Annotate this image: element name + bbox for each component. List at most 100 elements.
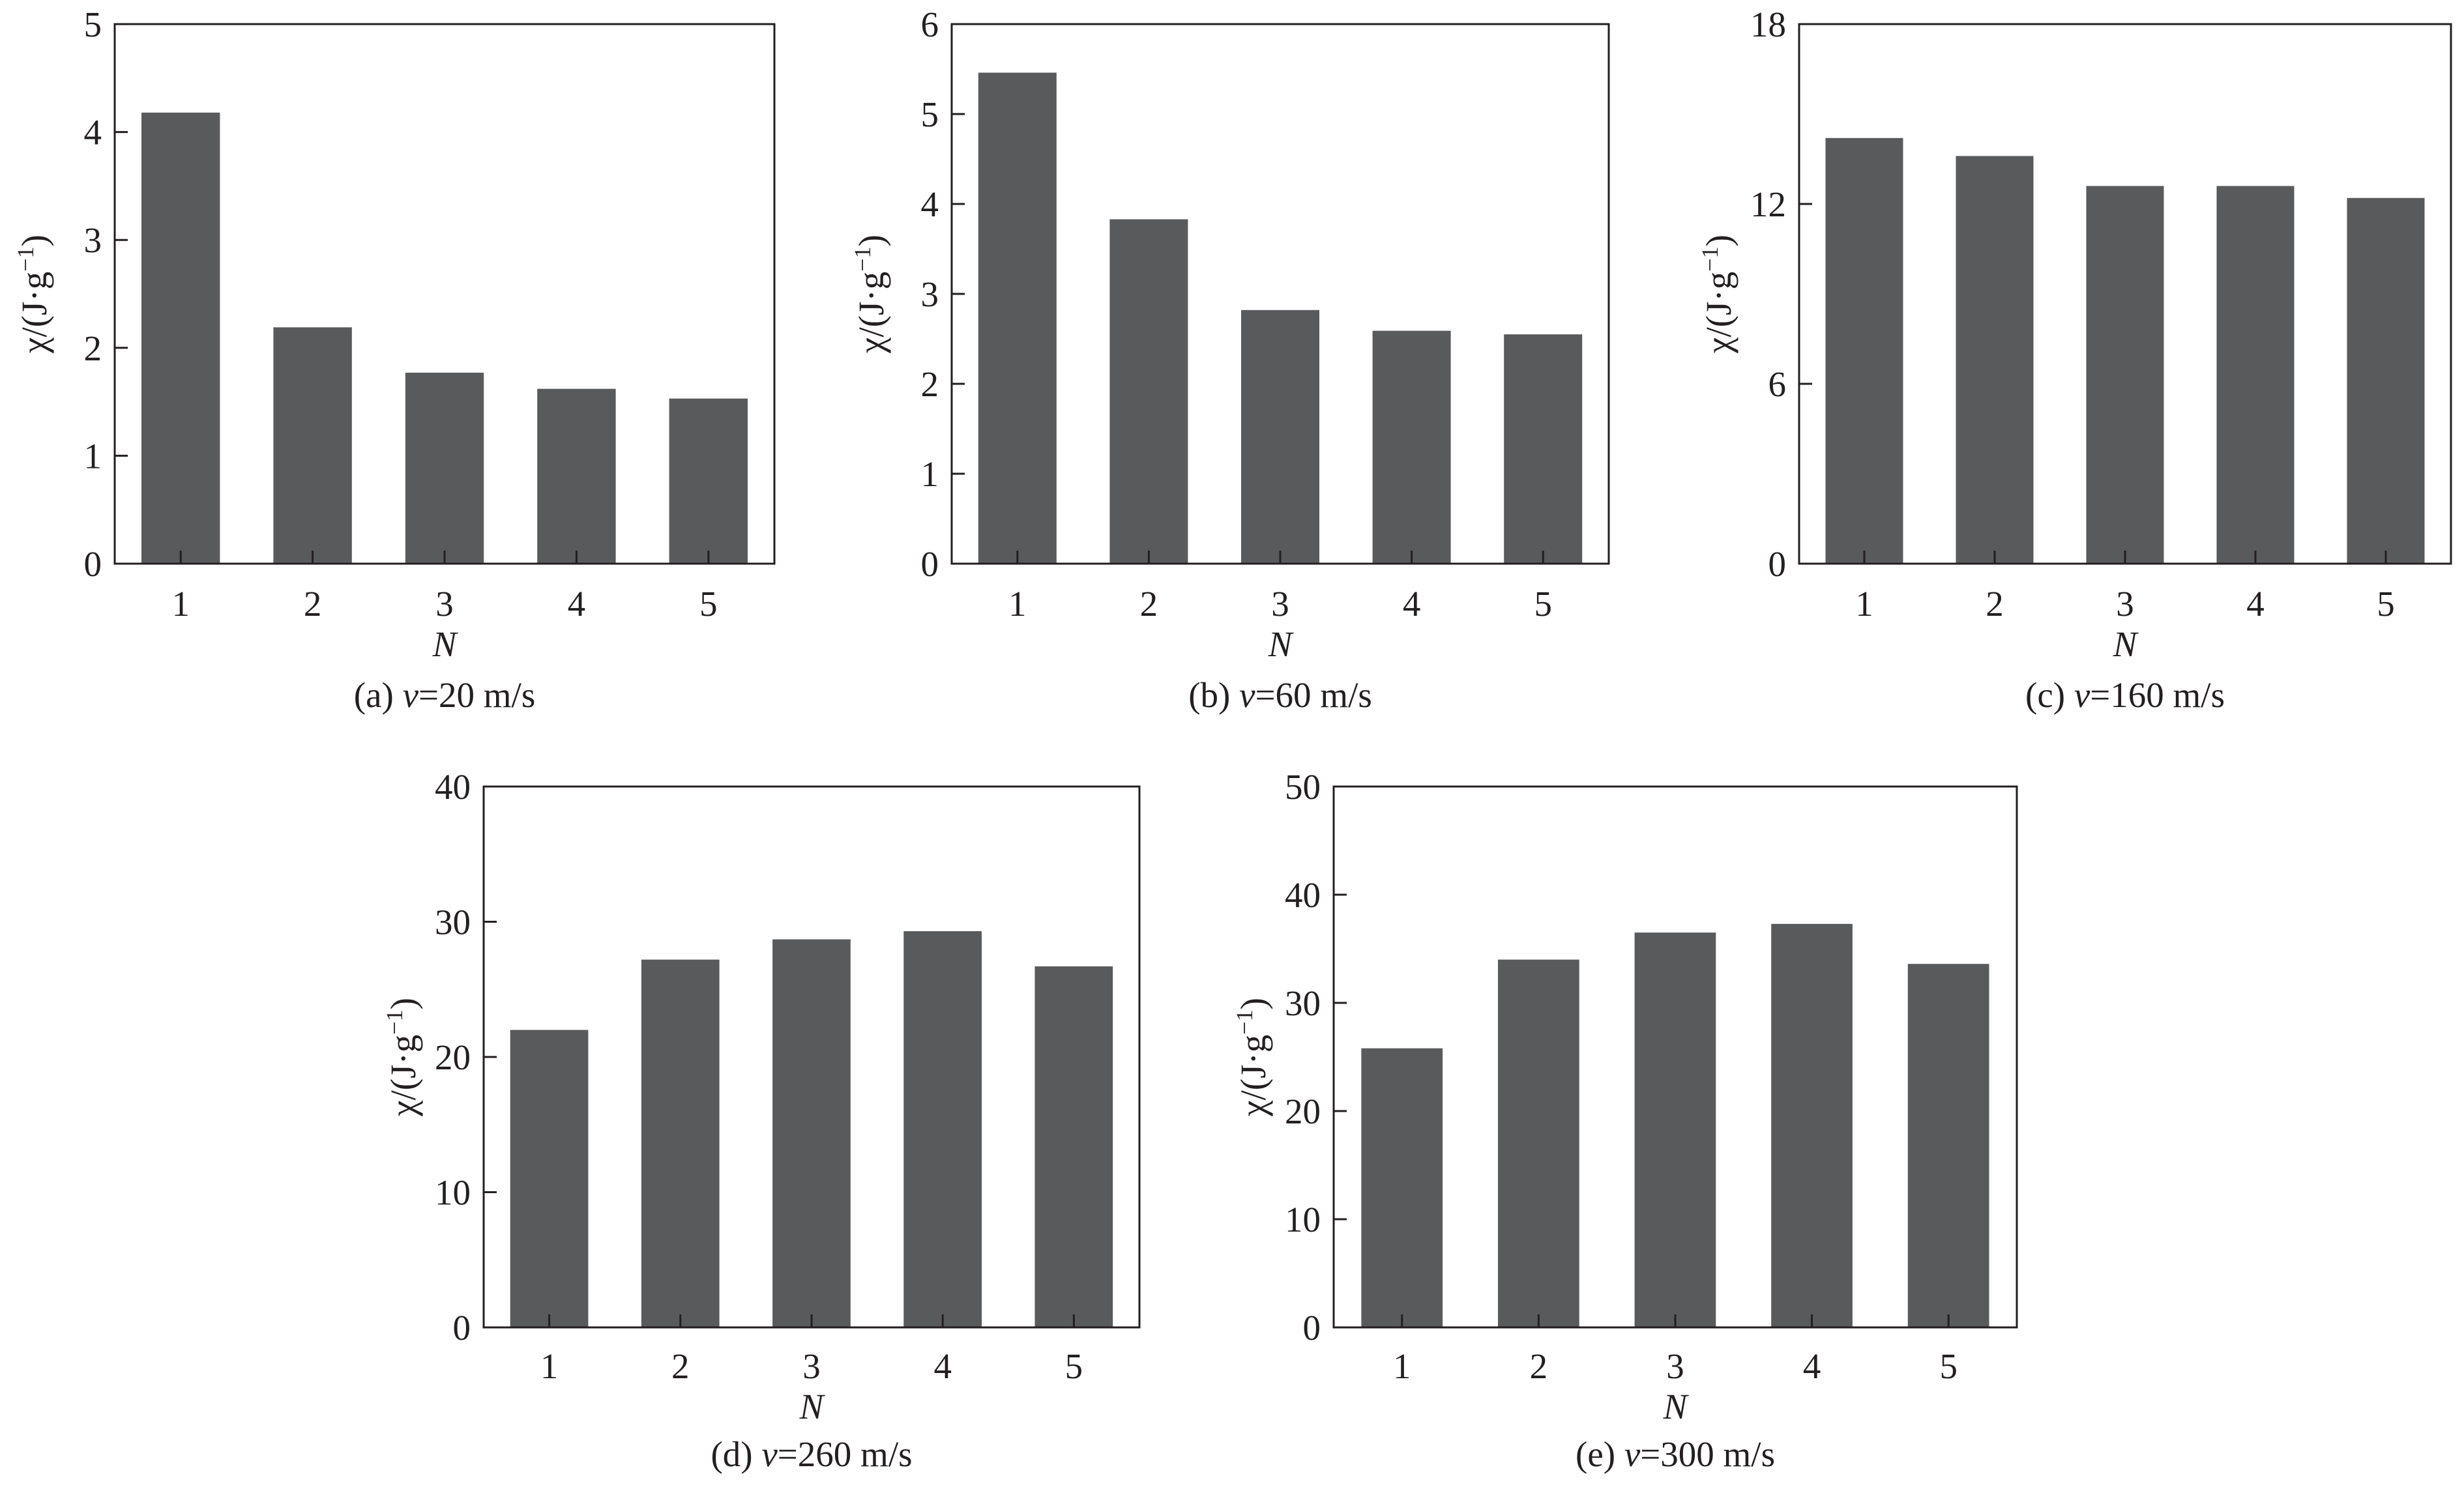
chart-panel-b: 1 2 3 4 5 0 1 2 3 4 5 6 Nχ/(J·g−1) (b) v=60 m/s [849, 5, 1610, 715]
x-tick-label-e-1: 1 [1393, 1346, 1411, 1386]
y-tick-label-d-30: 30 [435, 903, 471, 942]
y-axis-title-sup: −1 [1697, 246, 1723, 271]
bar-d-4 [903, 931, 982, 1327]
y-tick-label-b-6: 6 [921, 5, 939, 44]
y-tick-label-a-2: 2 [84, 328, 102, 368]
x-axis-title-d: N [799, 1387, 826, 1426]
y-tick-label-c-6: 6 [1768, 364, 1787, 404]
y-tick-label-e-20: 20 [1285, 1091, 1321, 1131]
caption-suffix: =160 m/s [2090, 675, 2225, 715]
y-axis-title-e: χ/(J·g−1) [1231, 998, 1273, 1117]
y-tick-label-e-10: 10 [1285, 1200, 1321, 1239]
y-tick-label-d-10: 10 [435, 1173, 471, 1213]
bar-d-2 [641, 959, 720, 1327]
y-tick-label-c-12: 12 [1750, 184, 1786, 224]
y-tick-label-b-5: 5 [921, 94, 939, 134]
x-tick-label-b-4: 4 [1403, 584, 1421, 624]
y-axis-title-main: χ/(J·g [1233, 1035, 1273, 1117]
bar-a-5 [669, 398, 748, 564]
bar-c-2 [1956, 156, 2034, 564]
bar-b-4 [1372, 330, 1451, 564]
y-axis-title-main: χ/(J·g [383, 1035, 423, 1117]
y-tick-label-b-0: 0 [921, 544, 939, 584]
y-axis-title-close: ) [383, 998, 423, 1009]
bar-b-2 [1109, 219, 1188, 564]
caption-suffix: =20 m/s [418, 675, 535, 715]
caption-prefix: (c) [2025, 675, 2074, 715]
y-axis-title-sup: −1 [849, 246, 875, 271]
bar-b-5 [1504, 334, 1583, 564]
x-tick-label-c-4: 4 [2246, 584, 2265, 624]
caption-c: (c) v=160 m/s [2025, 675, 2225, 715]
x-axis-title-e: N [1663, 1387, 1690, 1426]
y-tick-label-a-0: 0 [84, 544, 102, 584]
x-tick-label-d-3: 3 [802, 1346, 821, 1386]
y-tick-label-a-4: 4 [84, 113, 102, 152]
bar-e-2 [1498, 959, 1579, 1327]
x-tick-label-d-4: 4 [933, 1346, 952, 1386]
y-tick-label-e-30: 30 [1285, 983, 1321, 1023]
y-axis-title-a: χ/(J·g−1) [12, 235, 54, 354]
x-axis-title-c: N [2113, 624, 2139, 664]
y-tick-label-c-18: 18 [1750, 5, 1786, 44]
bar-e-4 [1771, 923, 1853, 1327]
bar-e-3 [1634, 932, 1716, 1327]
x-tick-label-e-5: 5 [1939, 1346, 1958, 1386]
x-tick-label-c-5: 5 [2377, 584, 2395, 624]
y-tick-label-d-0: 0 [453, 1308, 471, 1348]
x-tick-label-e-4: 4 [1803, 1346, 1821, 1386]
x-tick-label-a-4: 4 [568, 584, 586, 624]
x-tick-label-e-3: 3 [1666, 1346, 1684, 1386]
bar-c-1 [1825, 137, 1903, 564]
bar-d-3 [772, 939, 851, 1327]
bar-d-5 [1034, 966, 1113, 1327]
caption-prefix: (d) [711, 1434, 761, 1474]
y-tick-label-b-2: 2 [921, 364, 939, 404]
y-tick-label-c-0: 0 [1768, 544, 1787, 584]
caption-variable: v [761, 1434, 778, 1474]
caption-a: (a) v=20 m/s [354, 675, 535, 715]
bar-c-5 [2347, 197, 2425, 564]
chart-panel-d: 1 2 3 4 5 0 10 20 30 40 Nχ/(J·g−1) (d) v=260 m/s [381, 767, 1141, 1474]
y-tick-label-a-3: 3 [84, 220, 102, 260]
x-tick-label-b-5: 5 [1534, 584, 1552, 624]
y-axis-title-main: χ/(J·g [14, 272, 54, 354]
bar-a-3 [405, 372, 484, 564]
caption-d: (d) v=260 m/s [711, 1434, 912, 1474]
y-axis-title-sup: −1 [12, 246, 38, 271]
bar-a-1 [141, 112, 220, 564]
y-axis-title-main: χ/(J·g [851, 272, 891, 354]
y-tick-label-b-3: 3 [921, 274, 939, 314]
y-tick-label-b-1: 1 [921, 454, 939, 494]
y-tick-label-a-1: 1 [84, 436, 102, 476]
bar-e-1 [1361, 1048, 1443, 1327]
y-tick-label-e-40: 40 [1285, 875, 1321, 915]
bar-a-4 [537, 388, 616, 564]
caption-variable: v [1239, 675, 1255, 715]
y-tick-label-b-4: 4 [921, 184, 939, 224]
y-axis-title-close: ) [1699, 235, 1738, 246]
x-axis-title-b: N [1268, 624, 1295, 664]
y-axis-title-main: χ/(J·g [1699, 272, 1738, 354]
y-tick-label-e-0: 0 [1303, 1308, 1321, 1348]
x-tick-label-d-2: 2 [671, 1346, 690, 1386]
bar-b-3 [1241, 310, 1319, 564]
caption-prefix: (a) [354, 675, 403, 715]
y-axis-title-close: ) [851, 235, 891, 246]
caption-prefix: (e) [1576, 1434, 1624, 1474]
bar-d-1 [510, 1030, 589, 1327]
caption-e: (e) v=300 m/s [1576, 1434, 1775, 1474]
x-tick-label-e-2: 2 [1530, 1346, 1548, 1386]
x-tick-label-d-5: 5 [1065, 1346, 1083, 1386]
x-tick-label-b-1: 1 [1008, 584, 1027, 624]
bar-e-5 [1907, 964, 1989, 1327]
chart-panel-a: 1 2 3 4 5 0 1 2 3 4 5 Nχ/(J·g−1) (a) v=20 m/s [12, 5, 776, 715]
y-tick-label-d-20: 20 [435, 1037, 471, 1077]
y-axis-title-close: ) [1233, 998, 1273, 1009]
y-axis-title-sup: −1 [1231, 1009, 1257, 1034]
y-tick-label-a-5: 5 [84, 5, 102, 44]
x-tick-label-b-2: 2 [1140, 584, 1158, 624]
y-axis-title-c: χ/(J·g−1) [1697, 235, 1738, 354]
